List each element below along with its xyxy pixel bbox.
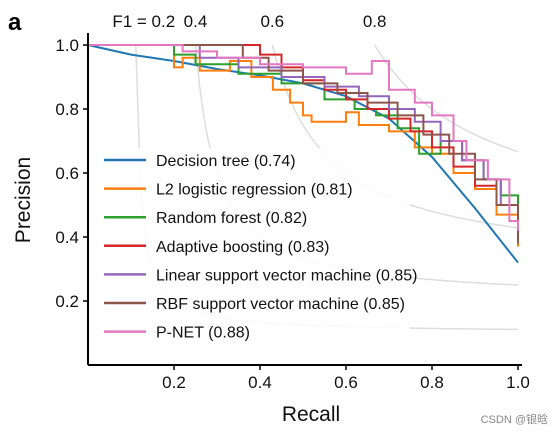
iso-f1-label: 0.4 — [184, 12, 208, 31]
iso-f1-labels: F1 = 0.2 0.4 0.6 0.8 — [112, 12, 386, 31]
x-axis-ticks: 0.2 0.4 0.6 0.8 1.0 — [162, 365, 530, 392]
iso-f1-label: 0.8 — [363, 12, 387, 31]
iso-f1-label: F1 = 0.2 — [112, 12, 175, 31]
legend-entry: RBF support vector machine (0.85) — [156, 296, 405, 313]
y-tick-label: 1.0 — [55, 36, 79, 55]
legend-entry: P-NET (0.88) — [156, 325, 250, 342]
panel-label: a — [8, 9, 22, 36]
x-tick-label: 0.8 — [420, 373, 444, 392]
series-lines — [87, 44, 519, 264]
x-axis-label: Recall — [282, 403, 340, 426]
iso-f1-label: 0.6 — [260, 12, 284, 31]
series-line — [88, 44, 519, 244]
legend-entry: Decision tree (0.74) — [156, 153, 296, 170]
y-tick-label: 0.4 — [55, 228, 79, 247]
iso-f1-curve — [374, 44, 519, 153]
legend: Decision tree (0.74) L2 logistic regressi… — [96, 148, 417, 354]
y-axis-label: Precision — [12, 157, 35, 243]
x-tick-label: 1.0 — [506, 373, 530, 392]
watermark: CSDN @银晗 — [481, 412, 548, 426]
x-tick-label: 0.4 — [248, 373, 272, 392]
y-axis-ticks: 0.2 0.4 0.6 0.8 1.0 — [55, 36, 88, 311]
legend-entry: L2 logistic regression (0.81) — [156, 182, 353, 199]
y-tick-label: 0.8 — [55, 100, 79, 119]
legend-entry: Linear support vector machine (0.85) — [156, 267, 417, 284]
series-line — [88, 44, 519, 247]
axes — [87, 33, 522, 366]
x-tick-label: 0.6 — [334, 373, 358, 392]
legend-background — [96, 148, 410, 354]
x-tick-label: 0.2 — [162, 373, 186, 392]
y-tick-label: 0.6 — [55, 164, 79, 183]
legend-entry: Random forest (0.82) — [156, 210, 307, 227]
legend-entry: Adaptive boosting (0.83) — [156, 239, 329, 256]
series-line — [88, 44, 519, 231]
y-tick-label: 0.2 — [55, 292, 79, 311]
